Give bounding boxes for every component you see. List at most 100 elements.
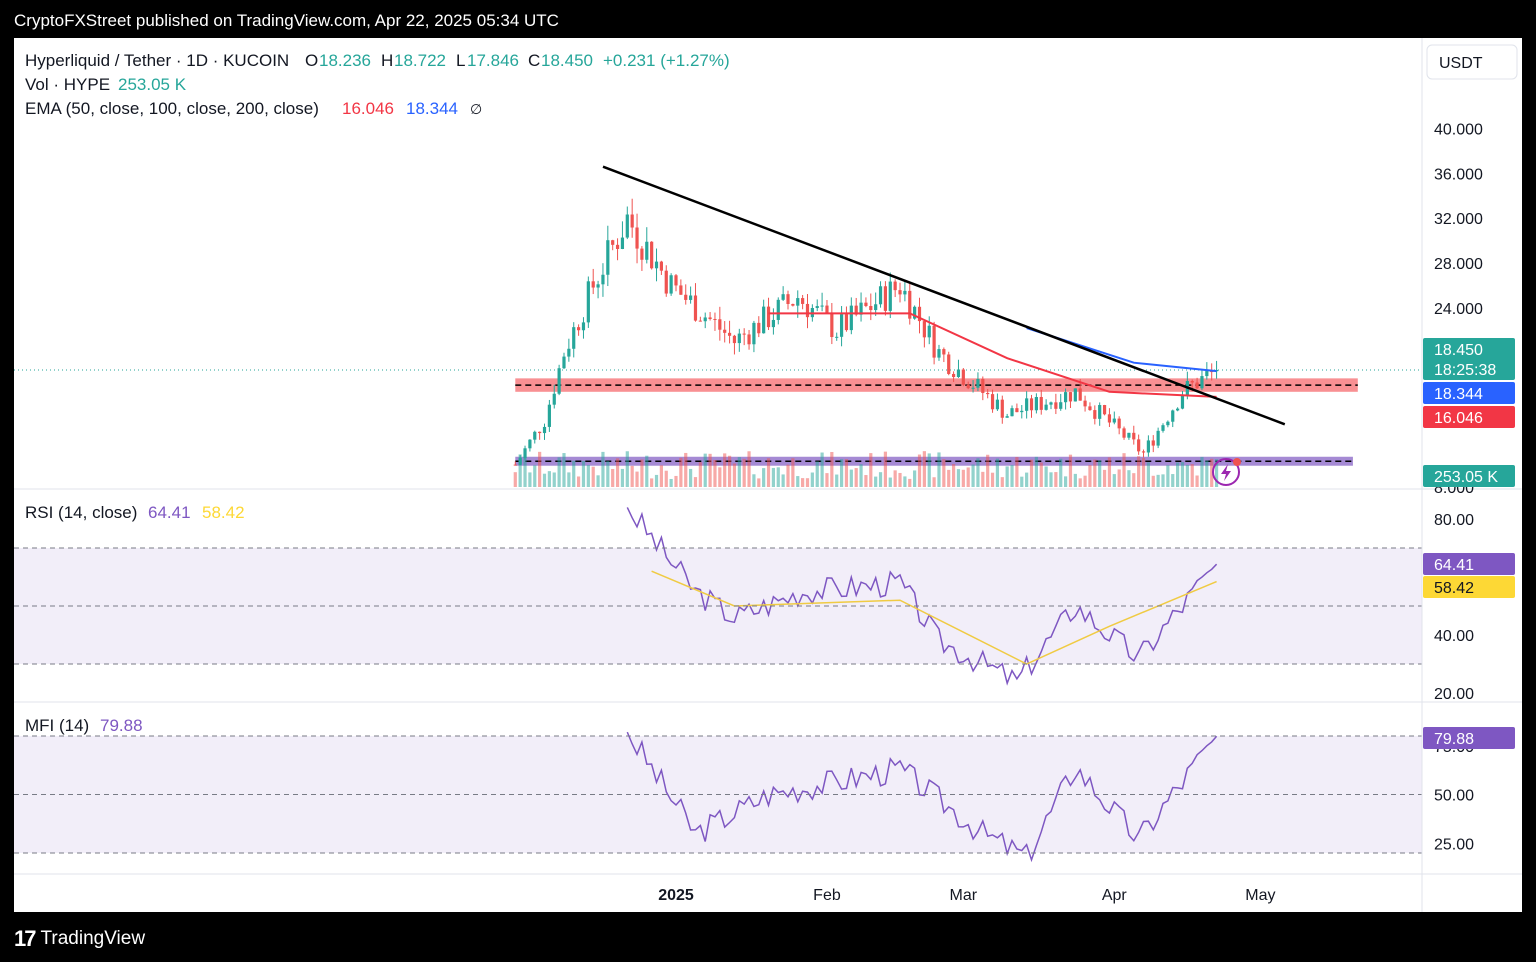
candle-body bbox=[650, 241, 654, 269]
candle-body bbox=[737, 333, 741, 344]
candle-body bbox=[917, 306, 922, 322]
time-tick-label: May bbox=[1245, 887, 1275, 904]
candle-body bbox=[674, 275, 678, 286]
legend-ema-red: 16.046 bbox=[342, 99, 394, 118]
candle-body bbox=[567, 348, 571, 357]
legend-ema-label[interactable]: EMA (50, close, 100, close, 200, close) bbox=[25, 99, 319, 118]
candle-body bbox=[927, 325, 931, 338]
volume-bars bbox=[513, 451, 1219, 487]
candle-body bbox=[864, 302, 868, 306]
tradingview-logo-icon: 17 bbox=[14, 926, 37, 951]
volume-bar bbox=[1034, 456, 1038, 487]
volume-bar bbox=[874, 476, 878, 487]
candle-body bbox=[966, 384, 970, 389]
hide-values-icon[interactable]: ∅ bbox=[470, 101, 482, 117]
volume-bar bbox=[1049, 472, 1053, 487]
candle-body bbox=[679, 285, 683, 295]
volume-bar bbox=[528, 472, 532, 487]
mfi-legend-value: 79.88 bbox=[100, 716, 143, 735]
candle-body bbox=[689, 295, 693, 300]
candle-body bbox=[781, 294, 785, 300]
legend-close-label: C bbox=[528, 51, 540, 70]
volume-bar bbox=[630, 465, 634, 487]
mfi-legend-label[interactable]: MFI (14) bbox=[25, 716, 89, 735]
volume-bar bbox=[562, 453, 566, 487]
volume-bar bbox=[947, 469, 951, 487]
candle-body bbox=[1205, 371, 1209, 377]
volume-bar bbox=[1029, 459, 1034, 487]
candle-body bbox=[937, 349, 941, 358]
volume-bar bbox=[1137, 456, 1141, 487]
volume-bar bbox=[1180, 462, 1185, 487]
candle-body bbox=[1010, 408, 1014, 417]
ema50-line bbox=[768, 312, 1217, 398]
currency-button[interactable] bbox=[1426, 44, 1518, 80]
candle-body bbox=[591, 281, 595, 288]
volume-bar bbox=[718, 467, 722, 487]
ema-blue-badge-bg bbox=[1423, 382, 1515, 404]
legend-low: 17.846 bbox=[467, 51, 519, 70]
candle-body bbox=[1068, 392, 1073, 402]
volume-bar bbox=[1059, 458, 1063, 487]
candle-body bbox=[771, 319, 775, 328]
volume-bar bbox=[1039, 462, 1043, 487]
candle-body bbox=[1112, 418, 1116, 423]
candle-body bbox=[684, 294, 688, 300]
volume-bar bbox=[956, 469, 961, 487]
volume-bar bbox=[1015, 456, 1019, 487]
volume-bar bbox=[635, 471, 639, 487]
volume-bar bbox=[752, 474, 756, 487]
candle-body bbox=[951, 373, 956, 378]
volume-bar bbox=[917, 454, 922, 487]
volume-bar bbox=[664, 470, 668, 487]
candle-body bbox=[620, 237, 625, 249]
volume-bar bbox=[864, 475, 868, 487]
volume-bar bbox=[654, 474, 659, 487]
lightning-icon[interactable] bbox=[1212, 458, 1241, 486]
volume-bar bbox=[1195, 475, 1199, 487]
volume-bar bbox=[854, 468, 858, 487]
candle-body bbox=[654, 261, 659, 269]
volume-bar bbox=[1156, 474, 1160, 487]
volume-bar bbox=[1132, 473, 1136, 487]
candle-body bbox=[913, 306, 917, 319]
candle-body bbox=[698, 320, 702, 322]
support-zone bbox=[515, 456, 1353, 466]
volume-bar bbox=[1200, 456, 1204, 487]
candle-body bbox=[528, 439, 532, 449]
candle-body bbox=[1132, 432, 1136, 440]
legend-volume-label[interactable]: Vol · HYPE bbox=[25, 75, 110, 94]
candle-body bbox=[596, 284, 600, 288]
volume-bar bbox=[771, 467, 775, 487]
volume-bar bbox=[844, 459, 849, 487]
legend-symbol[interactable]: Hyperliquid / Tether · 1D · KUCOIN bbox=[25, 51, 289, 70]
candle-body bbox=[693, 295, 698, 321]
volume-bar bbox=[693, 477, 698, 487]
candle-body bbox=[1029, 398, 1034, 411]
candle-body bbox=[747, 334, 751, 345]
price-tick-label: 24.000 bbox=[1434, 301, 1483, 318]
candle-body bbox=[942, 349, 946, 355]
rsi-ma-badge-text: 58.42 bbox=[1434, 580, 1474, 597]
indicator-lines bbox=[602, 165, 1286, 863]
legend-change: +0.231 (+1.27%) bbox=[603, 51, 730, 70]
candle-body bbox=[796, 298, 800, 306]
volume-bar bbox=[581, 460, 586, 487]
rsi-legend-label[interactable]: RSI (14, close) bbox=[25, 503, 137, 522]
volume-bar bbox=[942, 459, 946, 487]
candle-body bbox=[742, 333, 746, 335]
candle-body bbox=[586, 281, 590, 323]
candle-body bbox=[1200, 376, 1204, 389]
candle-body bbox=[874, 304, 878, 311]
volume-bar bbox=[810, 472, 814, 487]
volume-bar bbox=[1083, 475, 1087, 487]
candle-body bbox=[1049, 402, 1053, 405]
candle-body bbox=[1093, 410, 1097, 419]
volume-badge-bg bbox=[1423, 465, 1515, 487]
candle-body bbox=[1146, 440, 1150, 453]
volume-bar bbox=[1141, 457, 1146, 487]
candle-body bbox=[611, 240, 615, 245]
volume-bar bbox=[1098, 460, 1102, 487]
candle-body bbox=[713, 318, 717, 320]
volume-bar bbox=[990, 472, 995, 487]
